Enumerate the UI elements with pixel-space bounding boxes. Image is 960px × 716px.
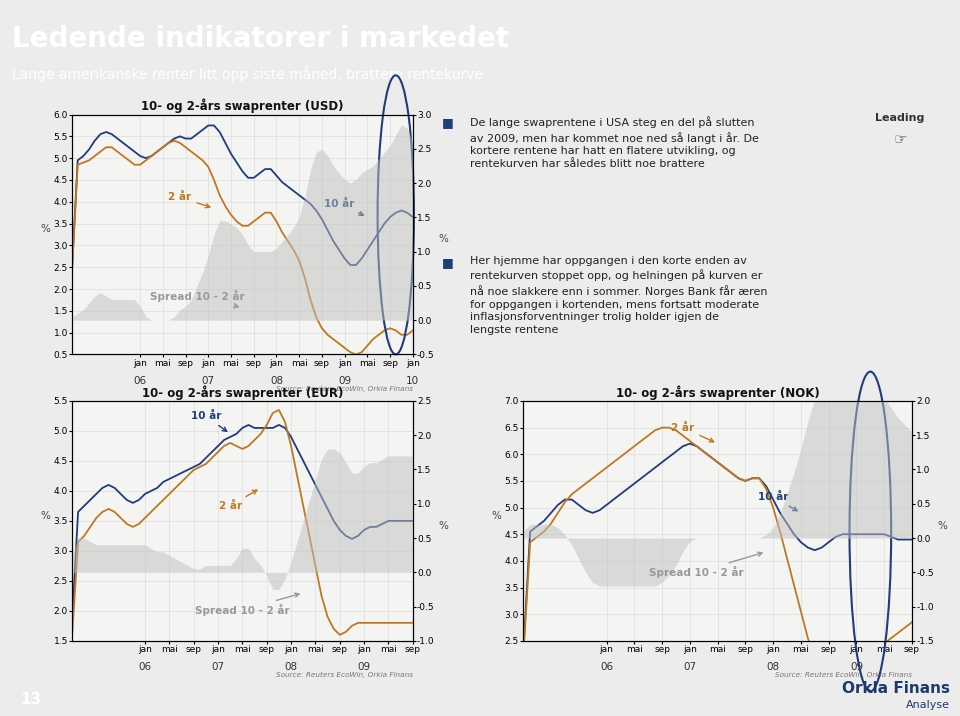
Text: ☞: ☞ (893, 132, 907, 147)
Text: 2 år: 2 år (219, 490, 257, 511)
Text: 2 år: 2 år (671, 422, 713, 442)
Text: 07: 07 (684, 662, 696, 672)
Text: De lange swaprentene i USA steg en del på slutten
av 2009, men har kommet noe ne: De lange swaprentene i USA steg en del p… (470, 116, 759, 169)
Y-axis label: %: % (40, 225, 50, 235)
Text: 09: 09 (850, 662, 863, 672)
Text: 06: 06 (600, 662, 613, 672)
Y-axis label: %: % (438, 521, 448, 531)
Text: Orkla Finans: Orkla Finans (842, 680, 950, 695)
Text: 10 år: 10 år (758, 492, 797, 511)
Text: Spread 10 - 2 år: Spread 10 - 2 år (195, 593, 300, 616)
Y-axis label: %: % (937, 521, 948, 531)
Text: 09: 09 (357, 662, 371, 672)
Text: 07: 07 (202, 376, 215, 386)
Text: ■: ■ (442, 116, 454, 130)
Text: Analyse: Analyse (906, 700, 950, 710)
Text: Leading: Leading (876, 112, 924, 122)
Text: 08: 08 (284, 662, 298, 672)
Text: 10: 10 (406, 376, 420, 386)
Text: Source: Reuters EcoWin, Orkla Finans: Source: Reuters EcoWin, Orkla Finans (276, 386, 413, 392)
Text: 08: 08 (270, 376, 283, 386)
Text: ■: ■ (442, 256, 454, 269)
Text: 10 år: 10 år (191, 411, 227, 431)
Text: Spread 10 - 2 år: Spread 10 - 2 år (650, 552, 762, 579)
Text: 13: 13 (20, 692, 42, 707)
Text: 06: 06 (133, 376, 147, 386)
Y-axis label: %: % (492, 511, 501, 521)
Y-axis label: %: % (40, 511, 50, 521)
Text: Lange amerikanske renter litt opp siste måned, brattere rentekurve: Lange amerikanske renter litt opp siste … (12, 66, 484, 82)
Text: Source: Reuters EcoWin, Orkla Finans: Source: Reuters EcoWin, Orkla Finans (775, 672, 912, 678)
Text: 08: 08 (767, 662, 780, 672)
Text: Her hjemme har oppgangen i den korte enden av
rentekurven stoppet opp, og helnin: Her hjemme har oppgangen i den korte end… (470, 256, 768, 335)
Text: 09: 09 (338, 376, 351, 386)
Title: 10- og 2-års swaprenter (EUR): 10- og 2-års swaprenter (EUR) (142, 385, 343, 400)
Title: 10- og 2-års swaprenter (NOK): 10- og 2-års swaprenter (NOK) (615, 385, 820, 400)
Title: 10- og 2-års swaprenter (USD): 10- og 2-års swaprenter (USD) (141, 99, 344, 113)
Text: Spread 10 - 2 år: Spread 10 - 2 år (150, 290, 244, 308)
Text: 10 år: 10 år (324, 199, 364, 216)
Y-axis label: %: % (438, 235, 448, 244)
Text: 06: 06 (138, 662, 152, 672)
Text: Source: Reuters EcoWin, Orkla Finans: Source: Reuters EcoWin, Orkla Finans (276, 672, 413, 678)
Text: 07: 07 (211, 662, 225, 672)
Text: 2 år: 2 år (168, 193, 210, 208)
Text: Ledende indikatorer i markedet: Ledende indikatorer i markedet (12, 24, 510, 52)
